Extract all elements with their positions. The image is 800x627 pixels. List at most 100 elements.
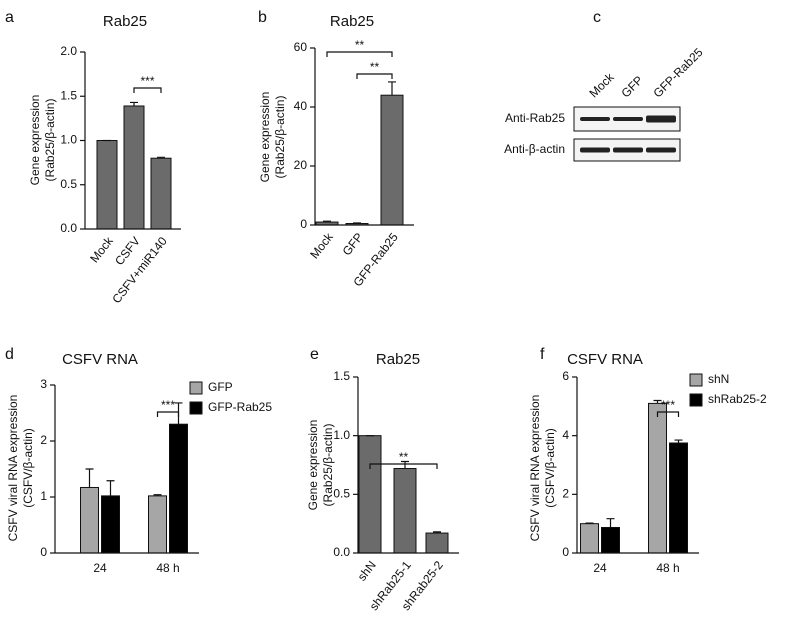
error-bar: [606, 518, 615, 528]
y-tick-label: 0.0: [333, 545, 350, 559]
panel-letter: d: [5, 346, 14, 363]
legend-swatch: [189, 381, 203, 395]
bar: [425, 532, 449, 554]
error-bar: [106, 480, 115, 496]
y-tick-label: 0: [300, 217, 307, 231]
bar: [393, 468, 417, 554]
error-bar: [585, 522, 594, 524]
chart-title: Rab25: [376, 351, 420, 368]
x-tick-label: 48 h: [156, 561, 179, 575]
error-bar: [153, 494, 162, 496]
chart-title: Rab25: [330, 13, 374, 30]
y-tick-label: 60: [294, 40, 308, 54]
y-axis-label: (CSFV/β-actin): [21, 428, 35, 508]
y-tick-label: 1.5: [333, 369, 350, 383]
significance-label: ***: [140, 74, 154, 88]
y-tick-label: 40: [294, 99, 308, 113]
x-tick-label: 48 h: [656, 561, 679, 575]
blot-band: [613, 147, 643, 153]
error-bar: [674, 439, 683, 443]
bar: [101, 495, 120, 554]
y-tick-label: 0: [562, 545, 569, 559]
blot-band: [613, 117, 643, 121]
significance-label: **: [370, 60, 380, 74]
y-axis-label: (CSFV/β-actin): [543, 428, 557, 508]
significance-label: ***: [161, 398, 175, 412]
chart-title: Rab25: [103, 13, 147, 30]
x-tick-label: shN: [355, 558, 379, 583]
y-axis-label: (Rab25/β-actin): [43, 99, 57, 182]
bar: [669, 442, 688, 554]
y-tick-label: 1.5: [60, 88, 77, 102]
x-tick-label: Mock: [307, 229, 336, 261]
blot-band: [646, 115, 676, 123]
legend-label: GFP: [208, 380, 233, 394]
x-tick-label: 24: [593, 561, 607, 575]
lane-label: Mock: [586, 69, 617, 100]
y-tick-label: 2.0: [60, 44, 77, 58]
bar: [380, 94, 404, 226]
bar: [169, 423, 188, 554]
y-axis-label: Gene expression: [306, 420, 320, 511]
x-tick-label: GFP: [340, 230, 366, 258]
significance-bracket: [369, 463, 438, 469]
legend-label: shRab25-2: [708, 392, 767, 406]
error-bar: [157, 156, 165, 159]
y-tick-label: 6: [562, 369, 569, 383]
bar: [80, 486, 99, 554]
y-tick-label: 4: [562, 428, 569, 442]
legend-swatch: [189, 401, 203, 415]
y-tick-label: 0.0: [60, 221, 77, 235]
legend-swatch: [689, 373, 703, 387]
bar: [150, 157, 172, 230]
y-tick-label: 3: [40, 377, 47, 391]
bar: [580, 523, 599, 554]
panel-letter: e: [310, 346, 319, 363]
y-axis-label: Gene expression: [28, 95, 42, 186]
error-bar: [130, 101, 138, 106]
error-bar: [388, 81, 396, 96]
legend-label: GFP-Rab25: [208, 400, 272, 414]
y-axis-label: (Rab25/β-actin): [321, 424, 335, 507]
blot-band: [580, 147, 610, 153]
significance-label: **: [399, 450, 409, 464]
error-bar: [401, 460, 409, 469]
blot-band: [580, 117, 610, 121]
panel-letter: b: [258, 9, 267, 26]
error-bar: [433, 531, 441, 534]
y-tick-label: 2: [562, 487, 569, 501]
panel-letter: f: [540, 346, 545, 363]
legend-label: shN: [708, 372, 729, 386]
x-tick-label: 24: [93, 561, 107, 575]
y-axis-label: CSFV viral RNA expression: [6, 395, 20, 542]
significance-bracket: [356, 73, 393, 79]
error-bar: [653, 399, 662, 404]
y-tick-label: 0.5: [60, 177, 77, 191]
significance-bracket: [326, 51, 393, 57]
significance-bracket: [156, 411, 180, 417]
bar: [648, 402, 667, 554]
y-tick-label: 0: [40, 545, 47, 559]
bar: [358, 435, 382, 554]
y-tick-label: 0.5: [333, 487, 350, 501]
bar: [123, 105, 145, 230]
chart-title: CSFV RNA: [567, 351, 643, 368]
y-tick-label: 1.0: [333, 428, 350, 442]
error-bar: [353, 222, 361, 224]
chart-title: CSFV RNA: [62, 351, 138, 368]
bar: [96, 140, 118, 230]
significance-bracket: [656, 411, 680, 417]
bar: [601, 526, 620, 554]
y-tick-label: 2: [40, 433, 47, 447]
blot-band: [646, 147, 676, 153]
bar: [148, 495, 167, 554]
legend-swatch: [689, 393, 703, 407]
y-tick-label: 1: [40, 489, 47, 503]
error-bar: [85, 468, 94, 488]
lane-label: GFP: [618, 73, 645, 100]
error-bar: [323, 220, 331, 223]
y-tick-label: 1.0: [60, 133, 77, 147]
y-tick-label: 20: [294, 158, 308, 172]
y-axis-label: Gene expression: [258, 92, 272, 183]
